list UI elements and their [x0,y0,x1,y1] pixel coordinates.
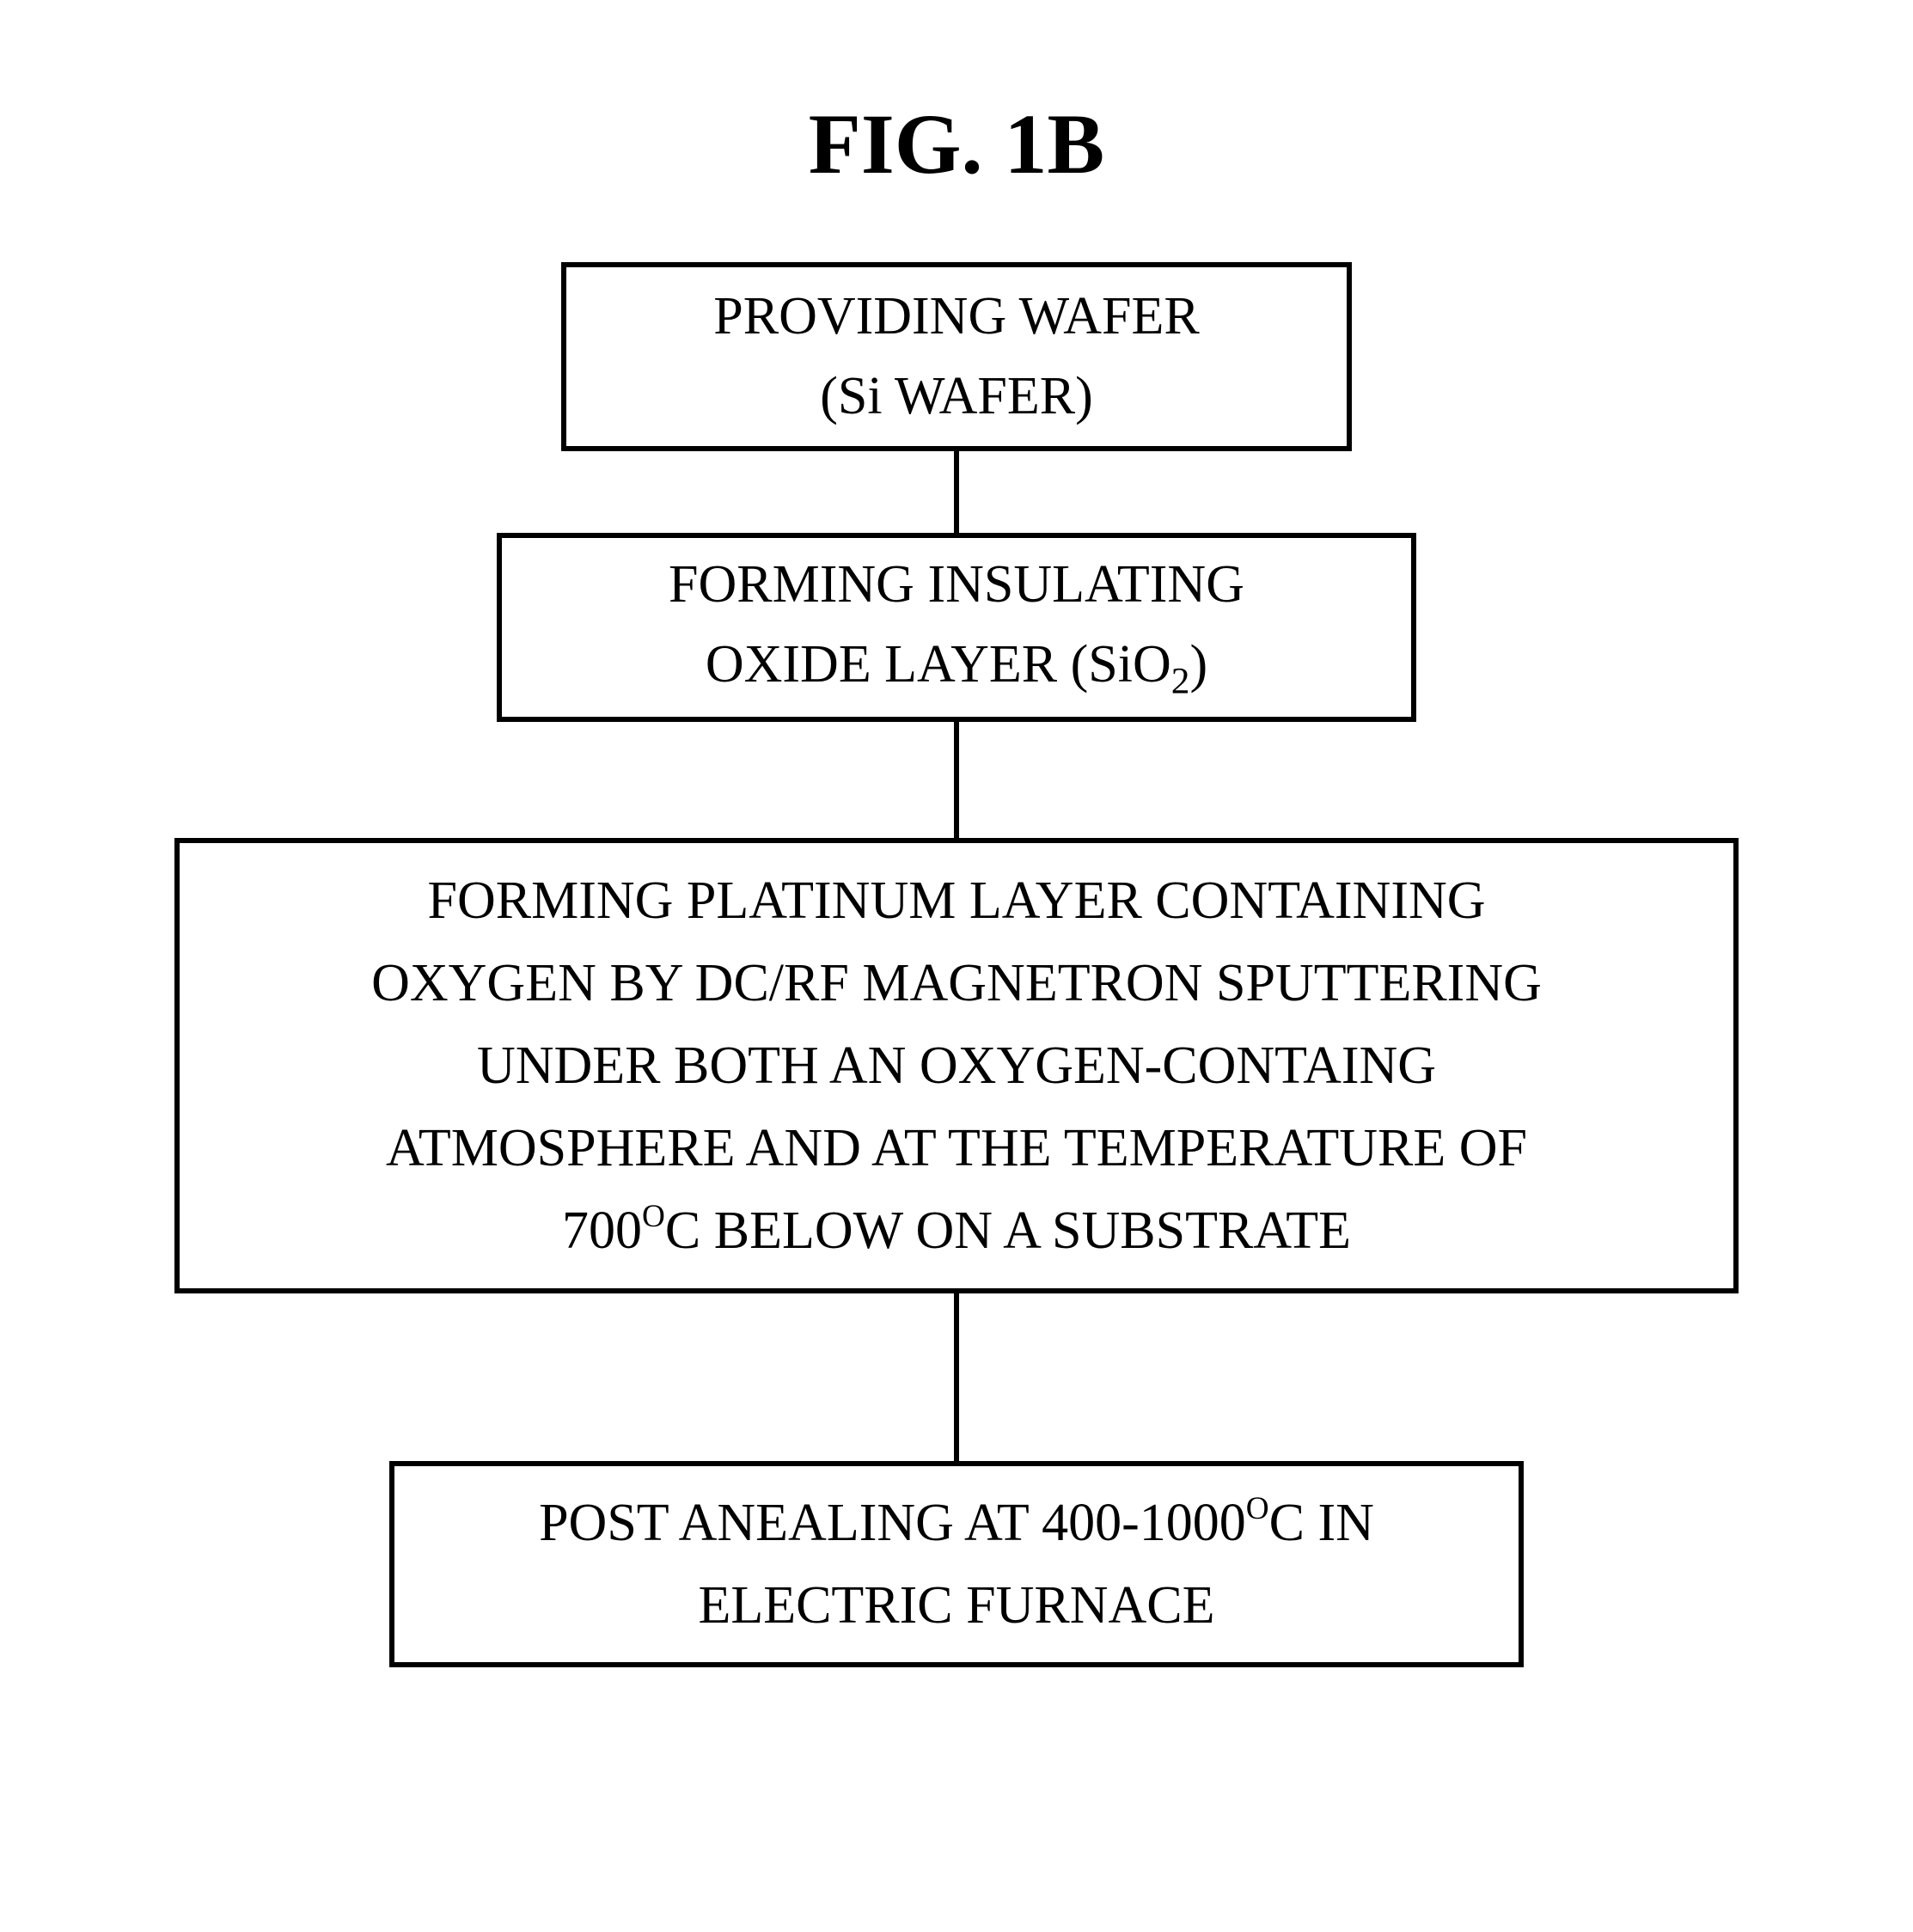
figure-title: FIG. 1B [809,95,1104,193]
step2-line2-text: OXIDE LAYER (SiO [706,635,1171,694]
flowchart-step-3: FORMING PLATINUM LAYER CONTAINING OXYGEN… [174,838,1739,1293]
step4-line1-pre: POST ANEALING AT 400-1000 [539,1494,1246,1552]
step4-line1-post: C IN [1269,1494,1374,1552]
flowchart-container: PROVIDING WAFER (Si WAFER) FORMING INSUL… [174,262,1739,1667]
step3-line5-post: C BELOW ON A SUBSTRATE [665,1201,1351,1260]
step3-line5: 700OC BELOW ON A SUBSTRATE [562,1189,1351,1272]
step1-line2: (Si WAFER) [820,357,1093,437]
step3-line3: UNDER BOTH AN OXYGEN-CONTAING [477,1024,1436,1107]
step3-line1: FORMING PLATINUM LAYER CONTAINING [427,859,1485,942]
step4-line1: POST ANEALING AT 400-1000OC IN [539,1482,1374,1564]
step2-line2: OXIDE LAYER (SiO2) [706,625,1207,710]
step4-line2: ELECTRIC FURNACE [698,1564,1214,1647]
step2-subscript: 2 [1171,661,1190,702]
step4-superscript: O [1246,1491,1269,1526]
step3-line4: ATMOSPHERE AND AT THE TEMPERATURE OF [386,1107,1527,1189]
connector-2 [954,722,959,838]
step2-line1: FORMING INSULATING [669,545,1244,625]
connector-1 [954,451,959,533]
step2-close: ) [1189,635,1207,694]
step1-line1: PROVIDING WAFER [713,277,1200,357]
flowchart-step-2: FORMING INSULATING OXIDE LAYER (SiO2) [497,533,1416,722]
step3-line2: OXYGEN BY DC/RF MAGNETRON SPUTTERING [371,942,1542,1024]
step3-line5-pre: 700 [562,1201,642,1260]
flowchart-step-4: POST ANEALING AT 400-1000OC IN ELECTRIC … [389,1461,1524,1667]
step3-superscript: O [642,1199,665,1234]
connector-3 [954,1293,959,1461]
flowchart-step-1: PROVIDING WAFER (Si WAFER) [561,262,1352,451]
